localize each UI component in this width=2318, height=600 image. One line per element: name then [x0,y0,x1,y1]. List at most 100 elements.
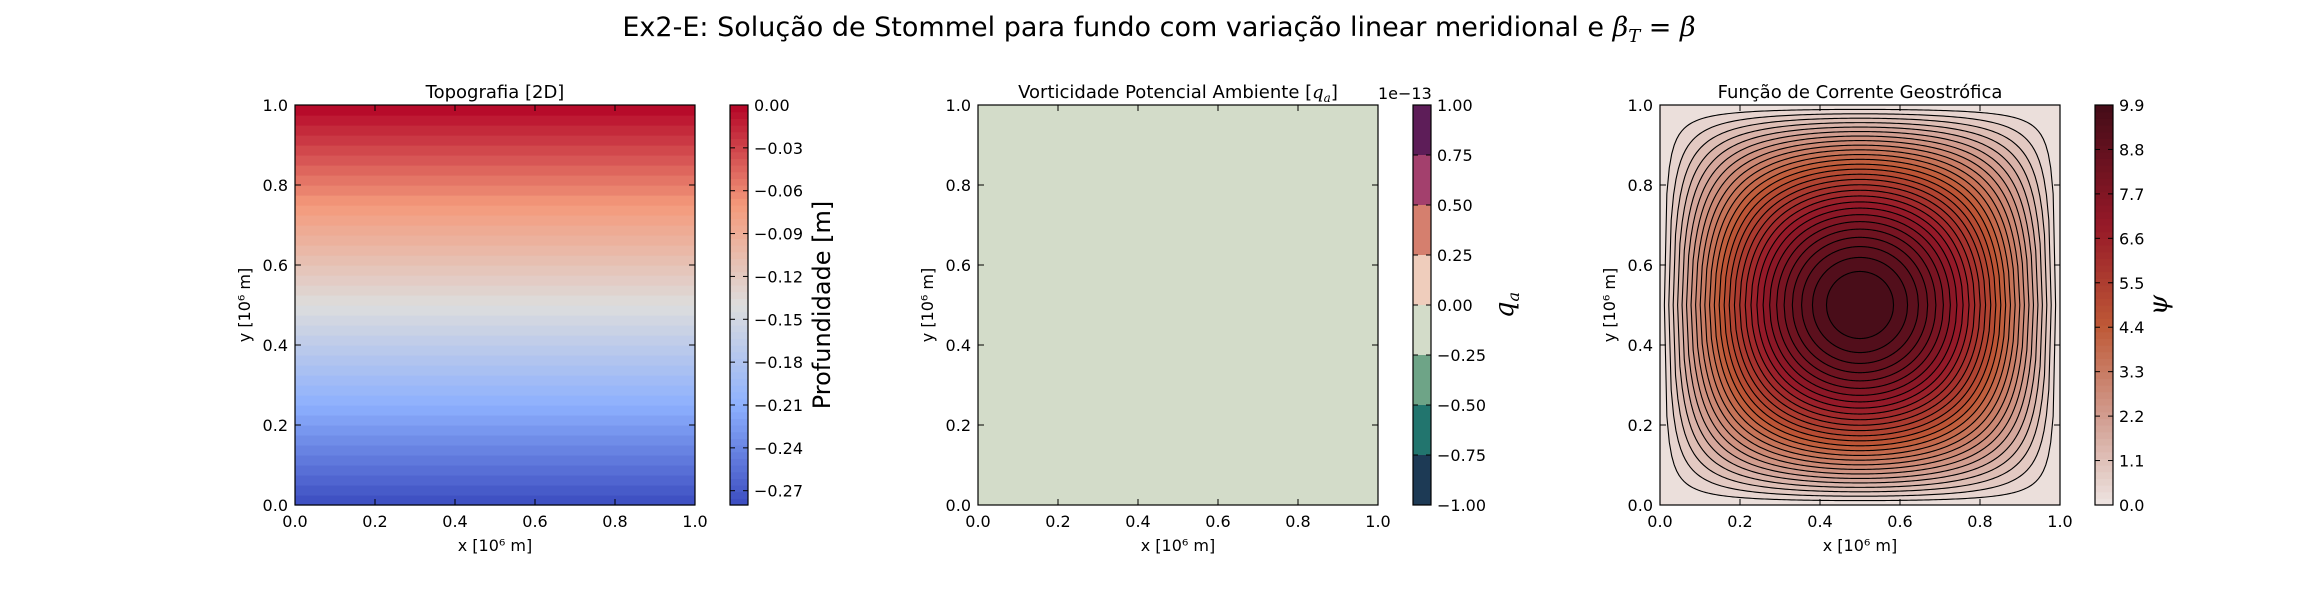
y-tick-label: 0.6 [1628,256,1653,275]
colorbar-bin [1413,105,1431,156]
colorbar-segment [2095,405,2113,413]
colorbar-segment [730,145,748,153]
heatmap-band [295,395,695,406]
colorbar-segment [2095,158,2113,166]
contour-line [1713,158,2007,452]
heatmap-band [295,455,695,466]
contour-line [1728,173,1992,437]
heatmap-band [295,145,695,156]
colorbar-segment [2095,225,2113,233]
panel-title-close: ] [1331,82,1338,103]
contour-line [1681,126,2039,484]
contour-line [1677,122,2043,488]
colorbar-segment [730,191,748,199]
x-axis-label: x [10⁶ m] [458,536,532,555]
heatmap-band [295,135,695,146]
panel-title-math: q [1312,82,1324,103]
colorbar-segment [2095,371,2113,379]
colorbar-segment [2095,318,2113,326]
colorbar-segment [2095,398,2113,406]
colorbar-segment [730,398,748,406]
colorbar-segment [730,405,748,413]
figure-suptitle: Ex2-E: Solução de Stommel para fundo com… [622,12,1695,47]
colorbar-tick-label: −1.00 [1437,496,1486,515]
colorbar-tick-label: −0.27 [754,482,803,501]
colorbar-segment [730,165,748,173]
colorbar-tick-label: −0.03 [754,139,803,158]
colorbar-bin [1413,155,1431,206]
colorbar-segment [2095,245,2113,253]
colorbar-segment [2095,231,2113,239]
x-tick-label: 0.8 [1967,512,1992,531]
colorbar-segment [2095,485,2113,493]
colorbar-segment [730,331,748,339]
colorbar-label-sub: a [1504,292,1523,302]
colorbar-segment [2095,451,2113,459]
colorbar-segment [2095,351,2113,359]
colorbar-segment [2095,191,2113,199]
heatmap-band [295,465,695,476]
colorbar-tick-label: 8.8 [2119,140,2144,159]
colorbar-segment [730,385,748,393]
panel-title: Vorticidade Potencial Ambiente [qa] [1018,82,1338,105]
colorbar-tick-label: −0.75 [1437,446,1486,465]
colorbar-tick-label: 0.0 [2119,496,2144,515]
colorbar-segment [730,178,748,186]
heatmap-band [295,325,695,336]
x-tick-label: 0.8 [1285,512,1310,531]
colorbar-segment [730,318,748,326]
suptitle-math-lhs: β [1612,12,1629,43]
heatmap-band [295,105,695,116]
colorbar-segment [730,111,748,119]
axes-frame [977,104,1379,506]
colorbar-segment [2095,338,2113,346]
colorbar-tick-label: −0.15 [754,310,803,329]
heatmap-band [295,225,695,236]
y-tick-label: 0.8 [946,176,971,195]
heatmap-band [295,205,695,216]
heatmap-band [295,495,695,506]
colorbar-tick-label: −0.50 [1437,396,1486,415]
heatmap-band [295,185,695,196]
colorbar-segment [2095,238,2113,246]
colorbar-tick-label: 1.1 [2119,452,2144,471]
x-tick-label: 0.2 [1045,512,1070,531]
colorbar-segment [730,158,748,166]
colorbar-tick-label: −0.09 [754,225,803,244]
heatmap-band [295,175,695,186]
colorbar-segment [730,411,748,419]
colorbar-segment [730,451,748,459]
suptitle-math-rhs: β [1679,12,1696,43]
heatmap-band [295,475,695,486]
colorbar-label: ψ [2144,294,2174,315]
colorbar-segment [2095,278,2113,286]
colorbar-segment [2095,365,2113,373]
colorbar-segment [2095,491,2113,499]
contour-line [1791,236,1929,374]
heatmap-band [295,305,695,316]
heatmap-band [295,165,695,176]
colorbar-segment [730,298,748,306]
colorbar-tick-label: −0.21 [754,396,803,415]
colorbar-segment [730,358,748,366]
colorbar-segment [2095,265,2113,273]
x-tick-label: 1.0 [1365,512,1390,531]
colorbar-tick-label: 7.7 [2119,185,2144,204]
colorbar-segment [730,438,748,446]
contour-line [1663,108,2057,502]
colorbar-tick-label: 9.9 [2119,96,2144,115]
y-axis-label: y [10⁶ m] [235,268,254,342]
contour-line [1718,163,2002,447]
colorbar-segment [730,231,748,239]
contour-line [1723,168,1997,442]
contour-line [1739,184,1981,426]
colorbar-segment [730,418,748,426]
colorbar-segment [2095,385,2113,393]
colorbar-segment [730,258,748,266]
colorbar-segment [2095,251,2113,259]
y-tick-label: 0.8 [1628,176,1653,195]
colorbar-segment [2095,125,2113,133]
x-tick-label: 0.0 [282,512,307,531]
x-tick-label: 0.6 [1205,512,1230,531]
colorbar-bin [1413,255,1431,306]
